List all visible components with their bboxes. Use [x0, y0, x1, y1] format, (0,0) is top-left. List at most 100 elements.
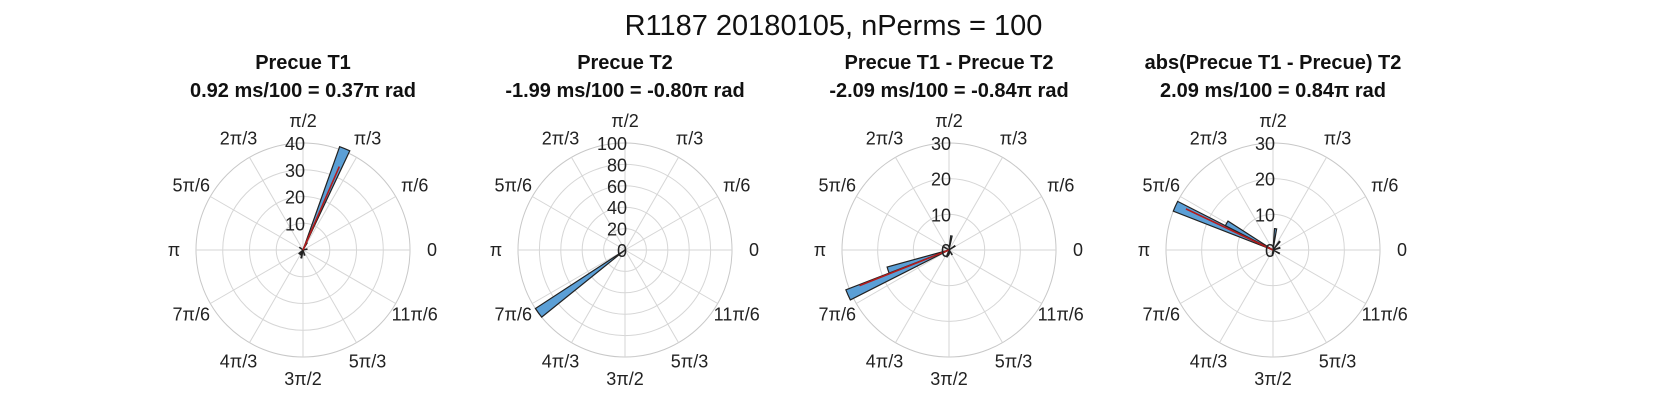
- grid-spoke: [856, 196, 950, 251]
- grid-spoke: [948, 157, 1003, 251]
- r-tick-label: 40: [285, 134, 305, 154]
- grid-spoke: [948, 249, 1042, 304]
- theta-tick-label: π/2: [611, 111, 638, 131]
- theta-tick-label: 5π/6: [819, 176, 856, 196]
- r-tick-label: 0: [1265, 241, 1275, 261]
- grid-spoke: [249, 249, 304, 343]
- grid-spoke: [948, 196, 1042, 251]
- theta-tick-label: π/3: [676, 128, 703, 148]
- theta-tick-label: 5π/3: [671, 352, 708, 372]
- theta-tick-label: 5π/6: [1143, 176, 1180, 196]
- r-tick-label: 10: [1255, 205, 1275, 225]
- theta-tick-label: 11π/6: [1362, 305, 1408, 325]
- theta-tick-label: 3π/2: [606, 369, 643, 389]
- r-tick-label: 10: [931, 205, 951, 225]
- theta-tick-label: π/6: [723, 176, 750, 196]
- polar-plot: 0 π/6 π/3 π/2 2π/3 5π/6 π 7π/6 4π/3 3π/2 5π/3 11π/6…: [490, 111, 760, 389]
- r-tick-label: 20: [931, 170, 951, 190]
- r-tick-label: 30: [931, 134, 951, 154]
- r-tick-label: 60: [607, 177, 627, 197]
- theta-tick-label: π/2: [935, 111, 962, 131]
- histogram-bin: [943, 246, 950, 251]
- theta-tick-label: 0: [749, 240, 759, 260]
- histogram-bin: [302, 249, 306, 256]
- polar-panel-1: Precue T1 0.92 ms/100 = 0.37π rad 0 π/6 π/…: [138, 0, 468, 417]
- histogram-bin: [845, 249, 950, 301]
- theta-tick-label: 4π/3: [1190, 352, 1227, 372]
- grid-spoke: [624, 249, 718, 304]
- grid-spoke: [895, 249, 950, 343]
- figure-title: R1187 20180105, nPerms = 100: [624, 10, 1043, 42]
- grid-spoke: [624, 157, 679, 251]
- theta-tick-label: 7π/6: [1143, 305, 1180, 325]
- r-tick-label: 100: [597, 134, 627, 154]
- grid-spoke: [210, 196, 304, 251]
- histogram-bin: [1272, 240, 1281, 251]
- histogram-bin: [302, 248, 308, 251]
- theta-tick-label: 11π/6: [392, 305, 438, 325]
- histogram-bin: [948, 244, 956, 251]
- theta-tick-label: 5π/6: [173, 176, 210, 196]
- grid-spoke: [1180, 249, 1274, 304]
- grid-spoke: [895, 157, 950, 251]
- panel-subtitle: 0.92 ms/100 = 0.37π rad: [189, 80, 417, 102]
- grid-spoke: [571, 157, 626, 251]
- theta-tick-label: 2π/3: [542, 128, 579, 148]
- polar-plot: 0 π/6 π/3 π/2 2π/3 5π/6 π 7π/6 4π/3 3π/2 5π/3 11π/6…: [814, 111, 1084, 389]
- grid-spoke: [1219, 249, 1274, 343]
- polar-plot: 0 π/6 π/3 π/2 2π/3 5π/6 π 7π/6 4π/3 3π/2 5π/3 11π/6…: [1138, 111, 1408, 389]
- theta-tick-label: 4π/3: [542, 352, 579, 372]
- theta-tick-label: 5π/3: [995, 352, 1032, 372]
- histogram-bin: [1271, 249, 1274, 256]
- panel-subtitle: -2.09 ms/100 = -0.84π rad: [829, 80, 1069, 102]
- theta-tick-label: 4π/3: [866, 352, 903, 372]
- theta-tick-label: π/6: [1371, 176, 1398, 196]
- grid-spoke: [1272, 249, 1327, 343]
- r-tick-label: 20: [607, 220, 627, 240]
- theta-tick-label: π/3: [354, 128, 381, 148]
- r-tick-label: 0: [617, 241, 627, 261]
- r-tick-label: 0: [941, 241, 951, 261]
- theta-tick-label: π: [168, 240, 180, 260]
- panel-subtitle: -1.99 ms/100 = -0.80π rad: [505, 80, 745, 102]
- histogram-bin: [300, 249, 304, 259]
- theta-tick-label: 0: [1073, 240, 1083, 260]
- grid-spoke: [302, 249, 357, 343]
- r-tick-label: 20: [1255, 170, 1275, 190]
- grid-spoke: [624, 196, 718, 251]
- grid-spoke: [1272, 196, 1366, 251]
- polar-panel-2: Precue T2 -1.99 ms/100 = -0.80π rad 0 π/6…: [460, 0, 790, 417]
- panel-subtitle: 2.09 ms/100 = 0.84π rad: [1159, 80, 1387, 102]
- theta-tick-label: π/2: [1259, 111, 1286, 131]
- r-tick-label: 80: [607, 155, 627, 175]
- grid-spoke: [302, 196, 396, 251]
- polar-plot: 0 π/6 π/3 π/2 2π/3 5π/6 π 7π/6 4π/3 3π/2 5π/3 11π/6…: [168, 111, 438, 389]
- theta-tick-label: π/3: [1000, 128, 1027, 148]
- r-tick-label: 10: [285, 214, 305, 234]
- grid-spoke: [1272, 249, 1366, 304]
- theta-tick-label: 11π/6: [1038, 305, 1084, 325]
- theta-tick-label: 7π/6: [173, 305, 210, 325]
- histogram-bin: [1272, 249, 1281, 255]
- theta-tick-label: 5π/6: [495, 176, 532, 196]
- theta-tick-label: 3π/2: [284, 369, 321, 389]
- theta-tick-label: π/3: [1324, 128, 1351, 148]
- grid-spoke: [948, 249, 1003, 343]
- theta-tick-label: 5π/3: [349, 352, 386, 372]
- histogram-bin: [298, 249, 304, 255]
- mean-direction-line: [302, 166, 341, 251]
- grid-spoke: [302, 157, 357, 251]
- r-tick-label: 30: [285, 161, 305, 181]
- r-tick-label: 20: [285, 188, 305, 208]
- grid-spoke: [210, 249, 304, 304]
- panel-title: abs(Precue T1 - Precue) T2: [1144, 52, 1402, 74]
- theta-tick-label: π: [490, 240, 502, 260]
- theta-tick-label: π: [1138, 240, 1150, 260]
- theta-tick-label: 2π/3: [1190, 128, 1227, 148]
- histogram-bin: [948, 249, 954, 256]
- histogram-bin: [1224, 220, 1274, 251]
- grid-spoke: [302, 249, 396, 304]
- histogram-bin: [945, 249, 950, 258]
- theta-tick-label: 3π/2: [1254, 369, 1291, 389]
